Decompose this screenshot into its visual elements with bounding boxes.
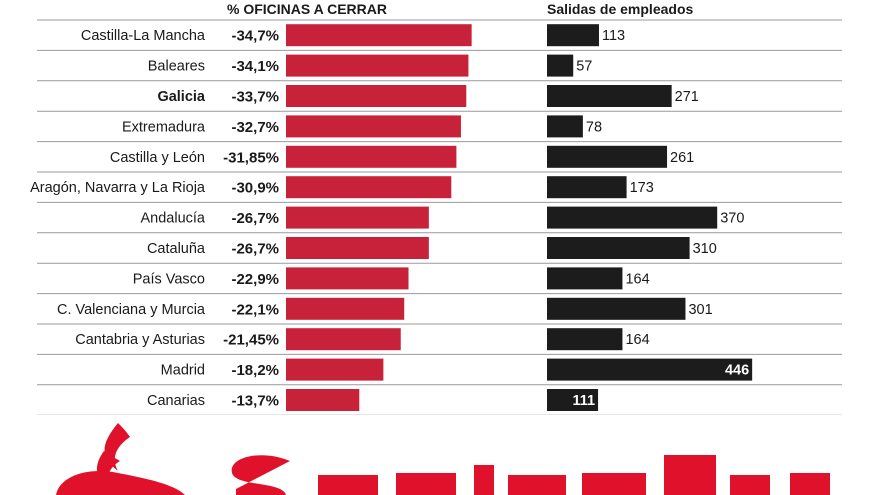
employees-bar (547, 358, 753, 381)
employees-bar (547, 389, 599, 411)
employees-value-label: 370 (720, 211, 744, 227)
santander-wordmark (231, 455, 830, 495)
employees-bar (547, 85, 672, 107)
region-label: Castilla-La Mancha (81, 28, 206, 44)
employees-bar (547, 115, 583, 138)
employees-value-label: 271 (675, 89, 699, 105)
offices-value-label: -18,2% (231, 362, 279, 379)
region-label: Madrid (161, 363, 205, 379)
offices-bar (286, 267, 409, 290)
region-label: País Vasco (133, 271, 205, 287)
employees-value-label: 164 (625, 332, 649, 348)
region-label: Galicia (157, 89, 205, 105)
employees-bar (547, 267, 623, 290)
offices-bar (286, 389, 360, 411)
offices-value-label: -22,9% (231, 271, 279, 288)
offices-value-label: -13,7% (231, 393, 279, 410)
region-label: Canarias (147, 393, 205, 409)
employees-column-title: Salidas de empleados (547, 1, 694, 17)
offices-value-label: -26,7% (231, 210, 279, 227)
santander-flame-icon (56, 423, 185, 495)
employees-value-label: 57 (576, 59, 592, 75)
offices-value-label: -31,85% (223, 149, 279, 166)
employees-bar (547, 297, 686, 320)
santander-logo (56, 423, 830, 495)
region-label: Castilla y León (110, 150, 205, 166)
region-label: Baleares (148, 59, 205, 75)
offices-bar (286, 206, 429, 229)
offices-value-label: -22,1% (231, 301, 279, 318)
offices-bar (286, 297, 405, 320)
employees-value-label: 446 (725, 363, 749, 379)
region-label: Andalucía (141, 211, 206, 227)
offices-value-label: -33,7% (231, 89, 279, 106)
region-label: Aragón, Navarra y La Rioja (30, 180, 206, 196)
offices-bar (286, 328, 401, 351)
employees-value-label: 111 (572, 393, 595, 409)
offices-bar (286, 54, 469, 77)
employees-bar (547, 176, 627, 199)
offices-value-label: -34,7% (231, 28, 279, 45)
offices-bar (286, 237, 429, 259)
offices-value-label: -26,7% (231, 241, 279, 258)
employees-bar (547, 145, 668, 168)
employees-value-label: 173 (630, 180, 654, 196)
employees-bar (547, 24, 599, 47)
offices-bar (286, 145, 457, 168)
region-label: Cantabria y Asturias (75, 332, 205, 348)
employees-value-label: 301 (688, 302, 712, 318)
employees-value-label: 261 (670, 150, 694, 166)
employees-bar (547, 54, 574, 77)
offices-bar (286, 176, 452, 199)
offices-bar (286, 85, 467, 107)
offices-bar (286, 358, 384, 381)
employees-bar (547, 328, 623, 351)
employees-value-label: 310 (693, 241, 717, 257)
offices-column-title: % OFICINAS A CERRAR (227, 1, 387, 17)
employees-value-label: 113 (602, 28, 625, 44)
employees-value-label: 164 (625, 271, 649, 287)
offices-value-label: -32,7% (231, 119, 279, 136)
offices-value-label: -21,45% (223, 332, 279, 349)
offices-value-label: -30,9% (231, 180, 279, 197)
bar-chart: Castilla-La Mancha -34,7% 113 Baleares -34,1… (30, 19, 842, 415)
region-label: C. Valenciana y Murcia (57, 302, 206, 318)
employees-bar (547, 206, 718, 229)
employees-bar (547, 237, 690, 259)
offices-bar (286, 24, 472, 47)
offices-value-label: -34,1% (231, 58, 279, 75)
region-label: Cataluña (147, 241, 206, 257)
offices-bar (286, 115, 461, 138)
employees-value-label: 78 (586, 119, 602, 135)
region-label: Extremadura (122, 119, 206, 135)
